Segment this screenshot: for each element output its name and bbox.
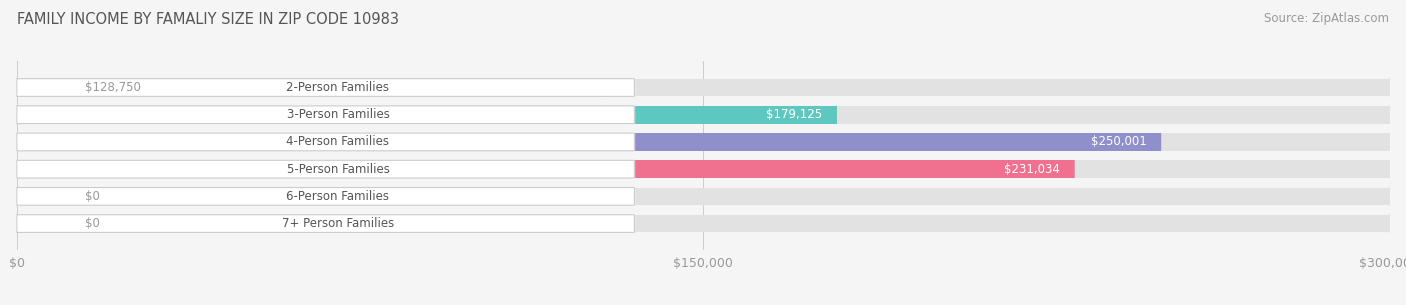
Bar xyxy=(17,106,837,124)
Bar xyxy=(17,160,1074,178)
Text: 4-Person Families: 4-Person Families xyxy=(287,135,389,149)
Bar xyxy=(17,106,634,124)
Bar xyxy=(17,188,1389,205)
Text: $128,750: $128,750 xyxy=(86,81,142,94)
Bar xyxy=(17,79,1389,96)
Text: $0: $0 xyxy=(86,190,100,203)
Bar xyxy=(17,79,606,96)
Bar xyxy=(17,133,1160,151)
Bar xyxy=(17,133,634,151)
Text: $179,125: $179,125 xyxy=(766,108,823,121)
Bar xyxy=(17,215,72,232)
Bar xyxy=(17,188,72,205)
Text: FAMILY INCOME BY FAMALIY SIZE IN ZIP CODE 10983: FAMILY INCOME BY FAMALIY SIZE IN ZIP COD… xyxy=(17,12,399,27)
Bar xyxy=(17,106,1389,124)
Text: 7+ Person Families: 7+ Person Families xyxy=(281,217,394,230)
Bar xyxy=(17,215,1389,232)
Text: 2-Person Families: 2-Person Families xyxy=(287,81,389,94)
Text: 3-Person Families: 3-Person Families xyxy=(287,108,389,121)
Text: $0: $0 xyxy=(86,217,100,230)
Text: 6-Person Families: 6-Person Families xyxy=(287,190,389,203)
Bar xyxy=(17,79,634,96)
Bar xyxy=(17,188,634,205)
Bar xyxy=(17,133,1389,151)
Bar xyxy=(17,160,634,178)
Bar xyxy=(17,160,1389,178)
Text: Source: ZipAtlas.com: Source: ZipAtlas.com xyxy=(1264,12,1389,25)
Bar xyxy=(17,215,634,232)
Text: 5-Person Families: 5-Person Families xyxy=(287,163,389,176)
Text: $250,001: $250,001 xyxy=(1091,135,1147,149)
Text: $231,034: $231,034 xyxy=(1004,163,1060,176)
